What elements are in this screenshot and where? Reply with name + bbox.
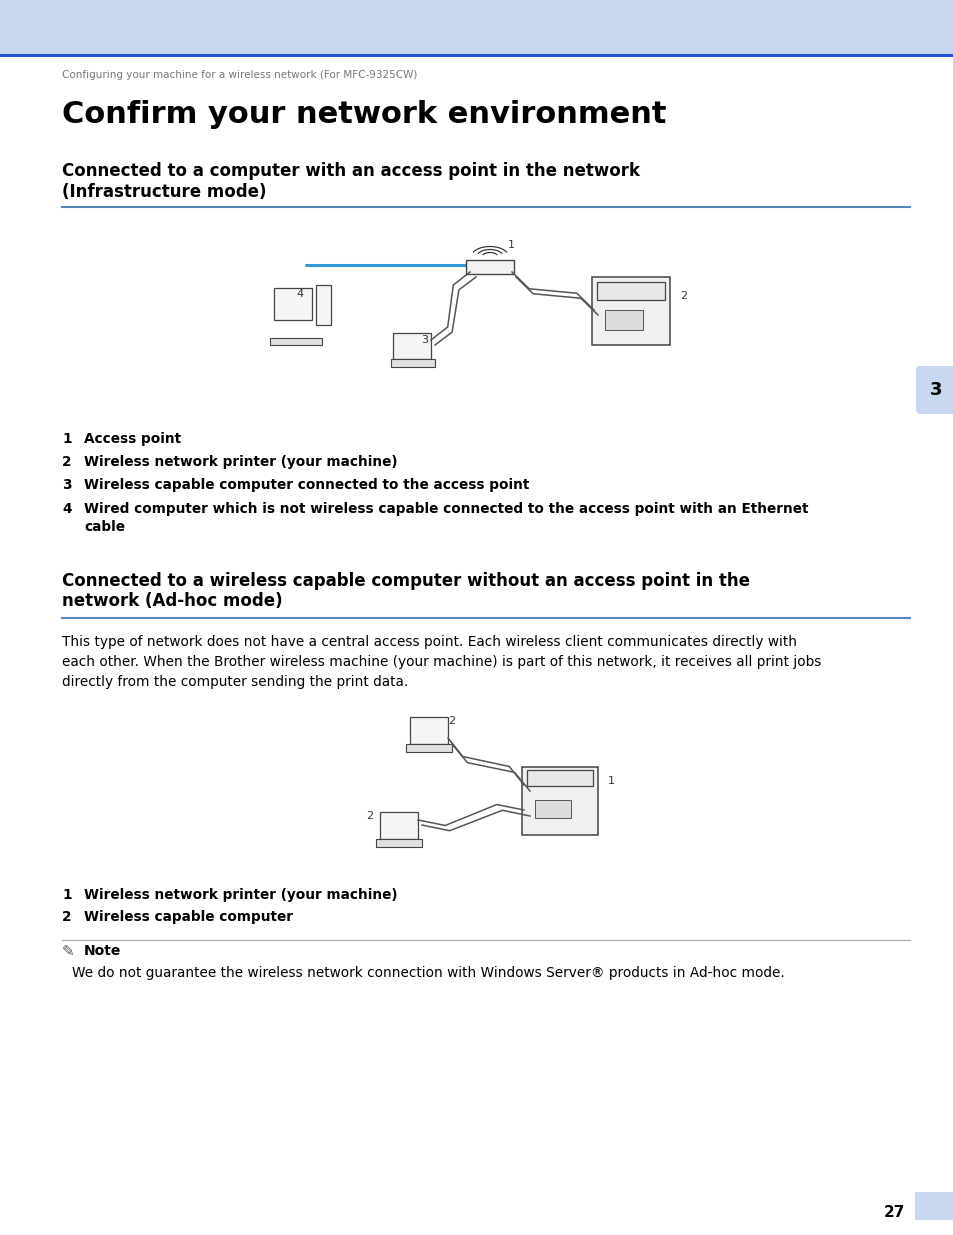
Text: Confirm your network environment: Confirm your network environment [62,100,666,128]
Bar [526,769,593,785]
Bar [315,285,331,325]
Text: 2: 2 [366,811,374,821]
Text: 2: 2 [62,454,71,469]
Text: each other. When the Brother wireless machine (your machine) is part of this net: each other. When the Brother wireless ma… [62,655,821,669]
Text: Wireless capable computer: Wireless capable computer [84,910,293,924]
Bar [465,261,514,274]
Bar [597,282,664,300]
Text: 1: 1 [62,888,71,902]
Text: Note: Note [84,944,121,958]
Text: (Infrastructure mode): (Infrastructure mode) [62,183,266,201]
Text: ✎: ✎ [62,944,74,960]
Text: Wired computer which is not wireless capable connected to the access point with : Wired computer which is not wireless cap… [84,501,807,516]
FancyBboxPatch shape [915,366,953,414]
Bar [406,743,452,752]
Text: Connected to a wireless capable computer without an access point in the: Connected to a wireless capable computer… [62,572,749,590]
Text: 3: 3 [929,382,942,399]
Text: Connected to a computer with an access point in the network: Connected to a computer with an access p… [62,162,639,180]
Bar [0,0,953,56]
Text: directly from the computer sending the print data.: directly from the computer sending the p… [62,676,408,689]
Bar [410,718,448,743]
Text: 4: 4 [296,289,303,299]
Bar [379,811,417,839]
Bar [375,839,421,847]
Bar [391,359,435,367]
Text: 2: 2 [448,716,456,726]
Text: 1: 1 [607,776,615,785]
Text: 3: 3 [62,478,71,492]
Bar [274,288,312,320]
Text: Access point: Access point [84,432,181,446]
Bar [604,310,642,330]
Bar [914,1192,953,1220]
Text: 27: 27 [882,1205,904,1220]
Bar [270,338,322,345]
Bar [521,767,598,835]
Bar [535,800,571,818]
Text: cable: cable [84,520,125,534]
Text: 2: 2 [679,291,686,301]
Text: Wireless network printer (your machine): Wireless network printer (your machine) [84,454,397,469]
Bar [393,333,431,359]
Text: This type of network does not have a central access point. Each wireless client : This type of network does not have a cen… [62,635,796,650]
Text: Wireless capable computer connected to the access point: Wireless capable computer connected to t… [84,478,529,492]
Text: 1: 1 [62,432,71,446]
Text: Configuring your machine for a wireless network (For MFC-9325CW): Configuring your machine for a wireless … [62,70,417,80]
Bar [592,277,669,345]
Text: 1: 1 [507,240,515,249]
Text: network (Ad-hoc mode): network (Ad-hoc mode) [62,592,282,610]
Text: 3: 3 [421,335,428,345]
Text: We do not guarantee the wireless network connection with Windows Server® product: We do not guarantee the wireless network… [71,966,784,981]
Text: 4: 4 [62,501,71,516]
Text: Wireless network printer (your machine): Wireless network printer (your machine) [84,888,397,902]
Text: 2: 2 [62,910,71,924]
